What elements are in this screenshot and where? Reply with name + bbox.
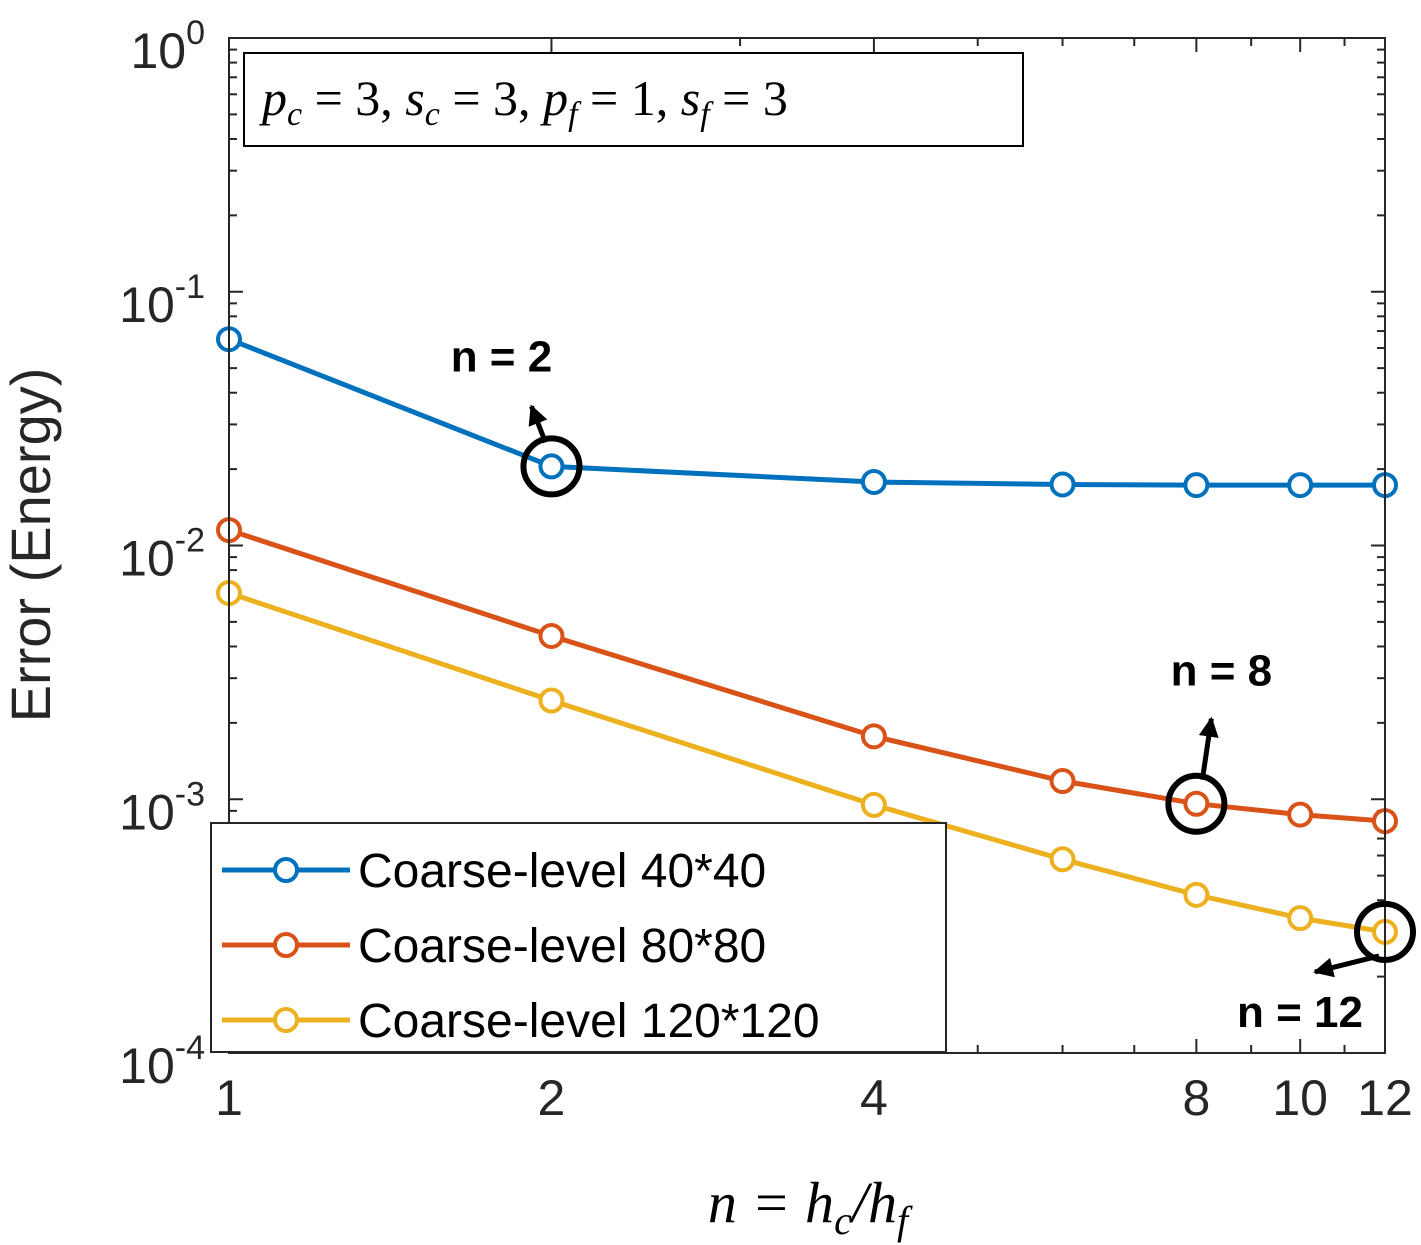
data-point bbox=[1183, 881, 1210, 908]
data-point bbox=[1049, 768, 1076, 795]
y-tick-label: 10-1 bbox=[119, 268, 205, 333]
x-axis-title: n = hc/hf bbox=[708, 1170, 913, 1243]
legend-label: Coarse-level 120*120 bbox=[358, 995, 820, 1048]
data-point bbox=[1183, 790, 1210, 817]
x-tick-label: 2 bbox=[538, 1070, 566, 1126]
legend-marker bbox=[273, 857, 299, 883]
x-tick-label: 10 bbox=[1272, 1070, 1328, 1126]
legend-marker bbox=[273, 1007, 299, 1033]
parameter-box: pc = 3, sc = 3, pf = 1, sf = 3 bbox=[243, 52, 1024, 147]
annotation-layer: n = 2 n = 8 n = 12 bbox=[451, 332, 1416, 1037]
x-tick-label: 12 bbox=[1357, 1070, 1413, 1126]
data-point bbox=[1287, 472, 1314, 499]
data-point bbox=[1287, 801, 1314, 828]
annotation-arrow bbox=[1198, 716, 1219, 781]
svg-text:pc = 3, sc = 3, pf = 1, sf = 3: pc = 3, sc = 3, pf = 1, sf = 3 bbox=[259, 70, 788, 133]
legend-label: Coarse-level 80*80 bbox=[358, 920, 766, 973]
x-tick-label: 4 bbox=[860, 1070, 888, 1126]
data-point bbox=[538, 687, 565, 714]
annotation-label: n = 2 bbox=[451, 332, 553, 381]
legend-label: Coarse-level 40*40 bbox=[358, 845, 766, 898]
annotation-circle bbox=[1165, 772, 1228, 835]
annotation-arrow bbox=[528, 404, 548, 444]
y-tick-label: 10-2 bbox=[119, 522, 205, 587]
y-tick-label: 100 bbox=[130, 14, 205, 79]
y-axis-title: Error (Energy) bbox=[0, 368, 62, 723]
annotation-arrow bbox=[1313, 953, 1380, 978]
data-point bbox=[1287, 905, 1314, 932]
y-tick-label: 10-3 bbox=[119, 775, 205, 840]
data-point bbox=[1183, 472, 1210, 499]
y-tick-labels: 100 10-1 10-2 10-3 10-4 bbox=[119, 14, 205, 1094]
y-tick-label: 10-4 bbox=[119, 1029, 205, 1094]
annotation-circle bbox=[1354, 900, 1416, 963]
x-tick-label: 1 bbox=[215, 1070, 243, 1126]
legend-box bbox=[210, 822, 947, 1053]
x-tick-labels: 1 2 4 8 10 12 bbox=[215, 1070, 1413, 1126]
annotation-label: n = 12 bbox=[1237, 988, 1363, 1037]
data-point bbox=[860, 791, 887, 818]
data-point bbox=[860, 723, 887, 750]
data-point bbox=[860, 468, 887, 495]
legend-marker bbox=[273, 932, 299, 958]
x-tick-label: 8 bbox=[1182, 1070, 1210, 1126]
annotation-circle bbox=[520, 435, 583, 498]
annotation-label: n = 8 bbox=[1171, 647, 1273, 696]
data-point bbox=[538, 453, 565, 480]
legend: Coarse-level 40*40 Coarse-level 80*80 Coar… bbox=[210, 822, 947, 1053]
data-point bbox=[1049, 846, 1076, 873]
data-point bbox=[1049, 471, 1076, 498]
data-point bbox=[538, 622, 565, 649]
